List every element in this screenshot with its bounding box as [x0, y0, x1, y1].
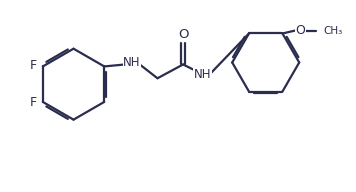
Text: F: F: [30, 59, 37, 72]
Text: CH₃: CH₃: [324, 26, 343, 36]
Text: F: F: [30, 96, 37, 109]
Text: O: O: [295, 24, 305, 37]
Text: O: O: [178, 28, 188, 41]
Text: NH: NH: [123, 56, 141, 69]
Text: NH: NH: [194, 68, 211, 81]
